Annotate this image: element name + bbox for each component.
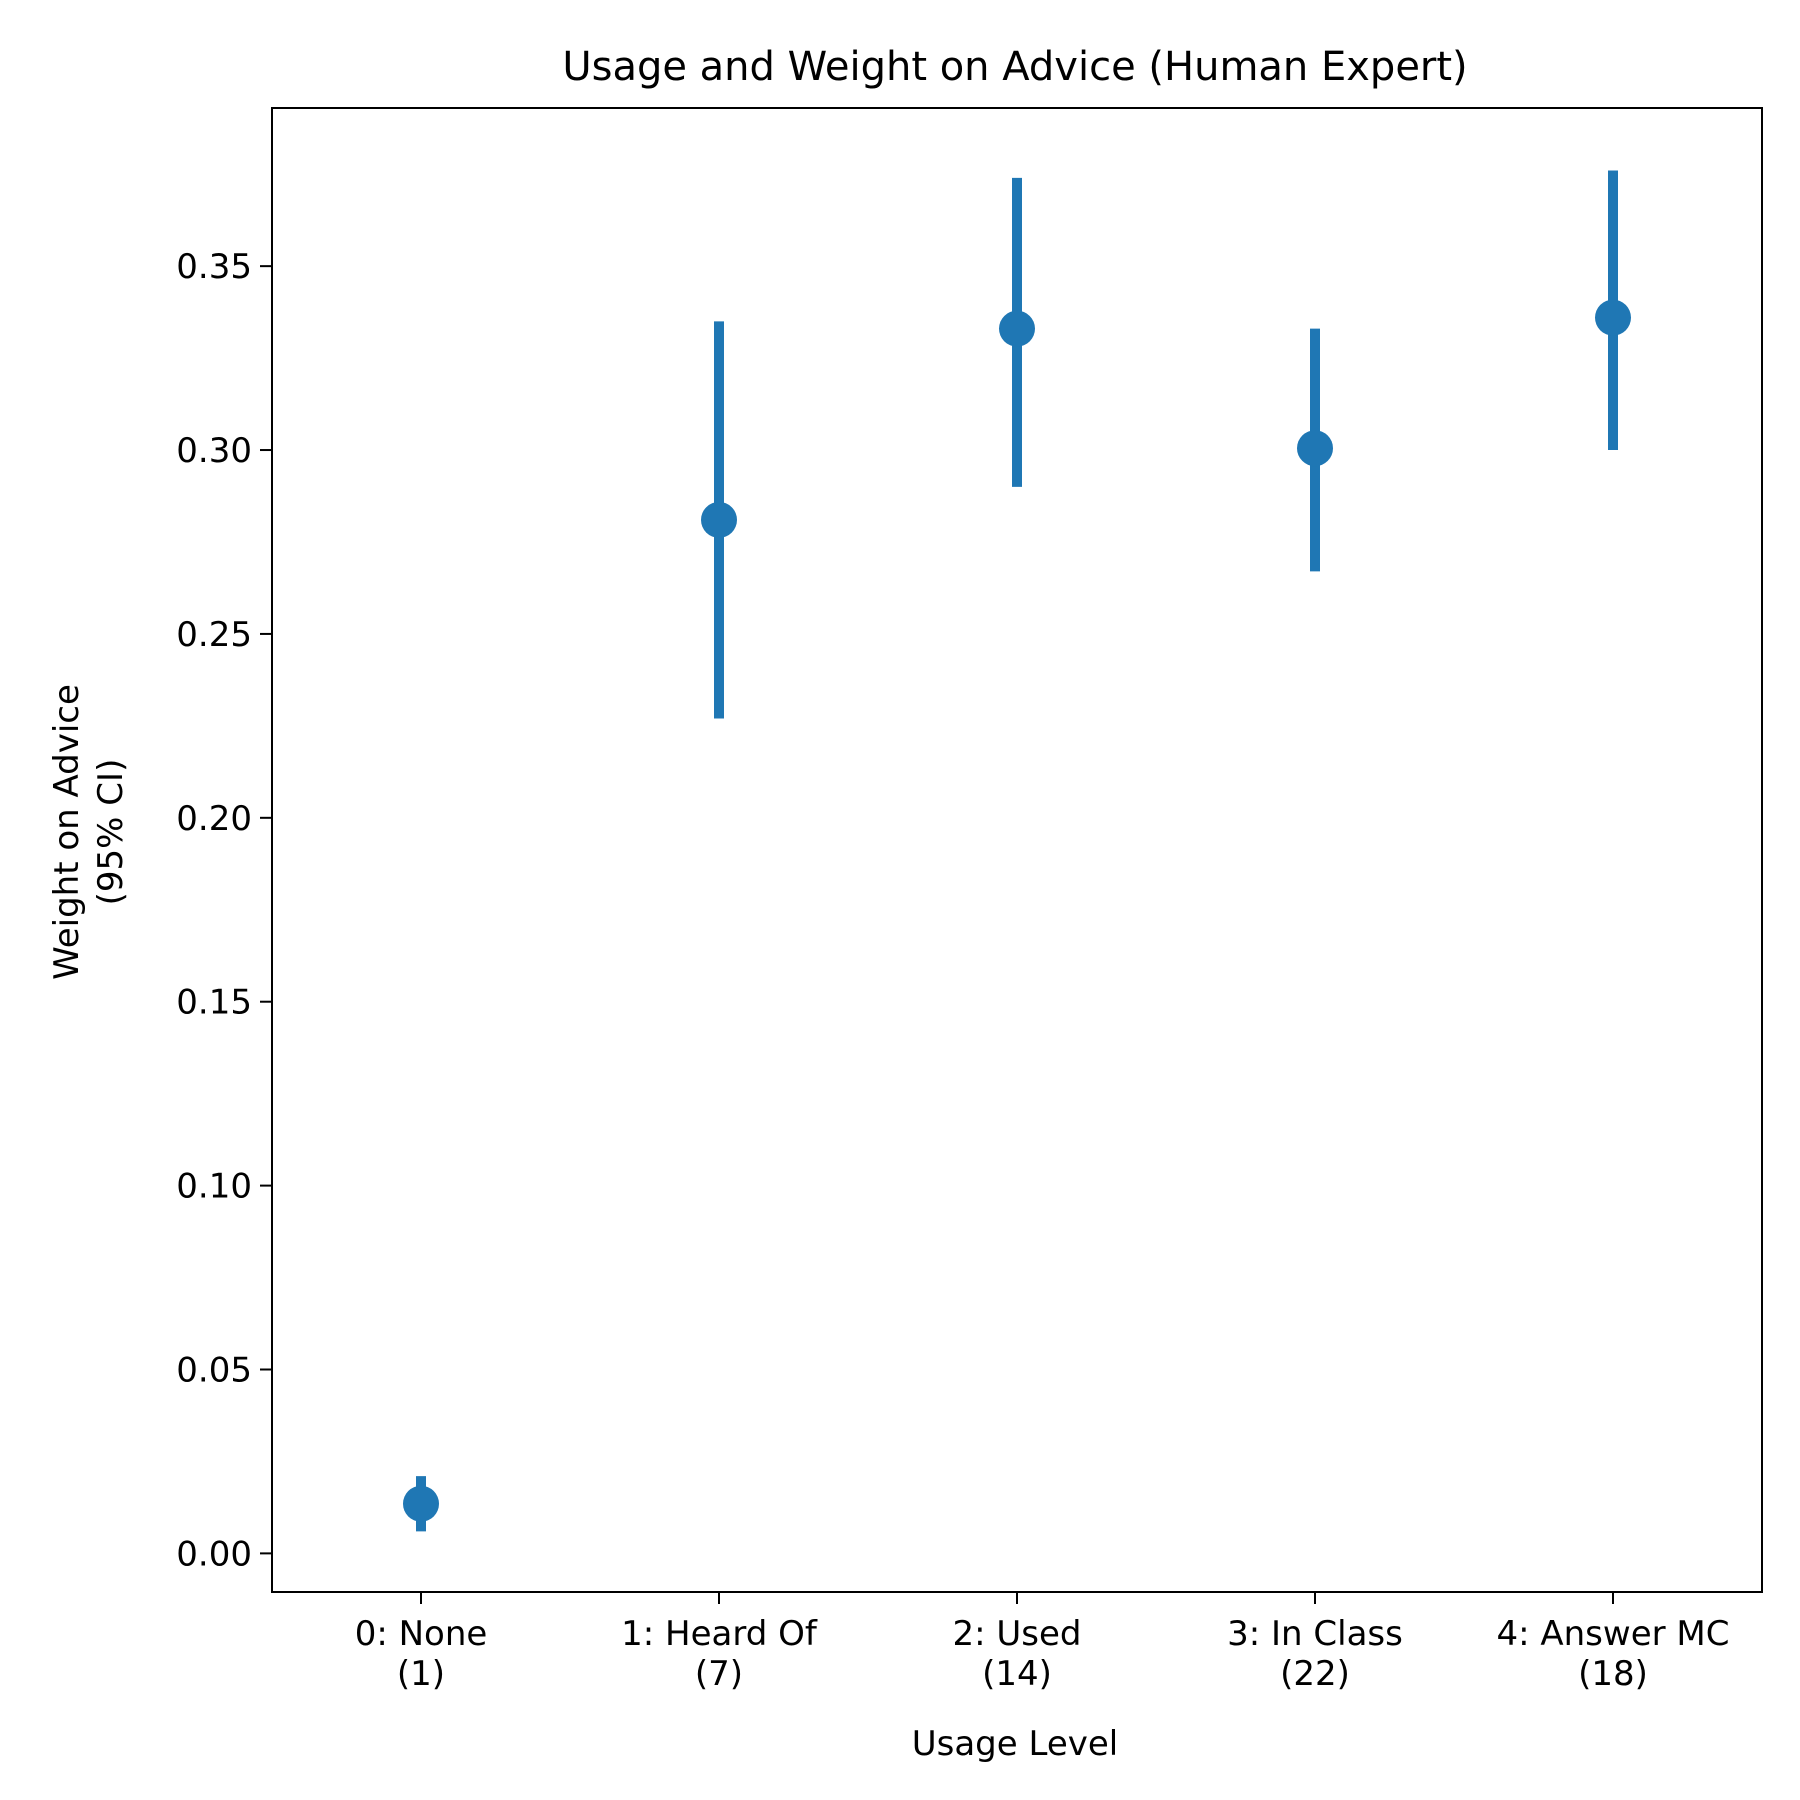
y-tick-label: 0.00 xyxy=(176,1534,252,1574)
x-tick-label: 1: Heard Of xyxy=(621,1614,818,1654)
y-tick-label: 0.15 xyxy=(176,983,252,1023)
data-point xyxy=(999,310,1035,347)
data-point xyxy=(701,501,737,538)
x-tick-label: (7) xyxy=(695,1654,743,1694)
y-tick-label: 0.35 xyxy=(176,247,252,287)
y-axis-label: Weight on Advice xyxy=(47,684,87,980)
x-tick-label: 3: In Class xyxy=(1227,1614,1403,1654)
y-tick-label: 0.20 xyxy=(176,799,252,839)
x-tick-label: 2: Used xyxy=(953,1614,1082,1654)
data-point xyxy=(403,1485,439,1522)
y-tick-label: 0.05 xyxy=(176,1350,252,1390)
y-axis-label-line-2: (95% CI) xyxy=(91,759,131,906)
plot-area: 0.000.050.100.150.200.250.300.350: None(… xyxy=(176,107,1763,1694)
x-tick-label: 0: None xyxy=(355,1614,488,1654)
x-tick-label: (18) xyxy=(1578,1654,1648,1694)
data-point xyxy=(1595,299,1631,336)
x-tick-label: (22) xyxy=(1280,1654,1350,1694)
chart-title: Usage and Weight on Advice (Human Expert… xyxy=(562,44,1467,90)
x-tick-label: 4: Answer MC xyxy=(1496,1614,1729,1654)
y-tick-label: 0.30 xyxy=(176,431,252,471)
x-tick-label: (14) xyxy=(982,1654,1052,1694)
data-point xyxy=(1297,430,1333,467)
y-tick-label: 0.25 xyxy=(176,615,252,655)
x-axis-label: Usage Level xyxy=(912,1724,1119,1764)
y-tick-label: 0.10 xyxy=(176,1167,252,1207)
x-tick-label: (1) xyxy=(397,1654,445,1694)
